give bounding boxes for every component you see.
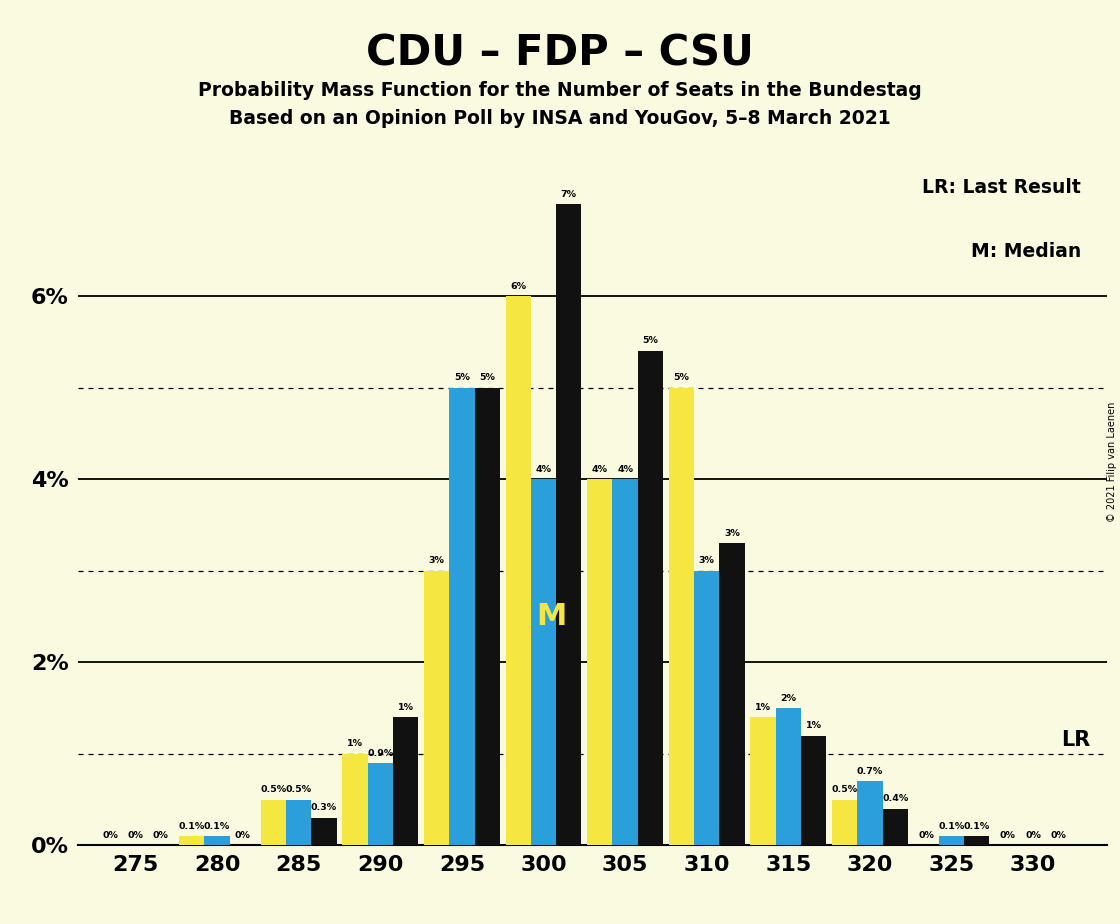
- Bar: [449, 387, 475, 845]
- Text: 1%: 1%: [805, 721, 822, 730]
- Bar: [613, 480, 637, 845]
- Text: 1%: 1%: [347, 739, 363, 748]
- Text: 0.1%: 0.1%: [939, 821, 964, 831]
- Text: Probability Mass Function for the Number of Seats in the Bundestag: Probability Mass Function for the Number…: [198, 81, 922, 101]
- Text: LR: LR: [1061, 730, 1090, 750]
- Bar: [205, 836, 230, 845]
- Text: 0%: 0%: [918, 831, 934, 840]
- Bar: [179, 836, 205, 845]
- Text: 0.1%: 0.1%: [204, 821, 231, 831]
- Bar: [832, 799, 857, 845]
- Text: 0.1%: 0.1%: [179, 821, 205, 831]
- Bar: [311, 818, 337, 845]
- Text: 4%: 4%: [591, 465, 608, 474]
- Text: 4%: 4%: [617, 465, 633, 474]
- Text: 3%: 3%: [699, 556, 715, 565]
- Text: 0.5%: 0.5%: [831, 785, 858, 795]
- Text: 5%: 5%: [454, 373, 470, 383]
- Bar: [776, 708, 801, 845]
- Bar: [475, 387, 500, 845]
- Text: 0.5%: 0.5%: [286, 785, 311, 795]
- Text: 3%: 3%: [429, 556, 445, 565]
- Bar: [531, 480, 557, 845]
- Text: 5%: 5%: [673, 373, 690, 383]
- Bar: [801, 736, 827, 845]
- Text: 0%: 0%: [1051, 831, 1066, 840]
- Text: 0.9%: 0.9%: [367, 748, 393, 758]
- Text: 7%: 7%: [561, 190, 577, 199]
- Bar: [557, 204, 581, 845]
- Text: 0%: 0%: [234, 831, 251, 840]
- Text: 0.5%: 0.5%: [260, 785, 287, 795]
- Text: 0.1%: 0.1%: [963, 821, 990, 831]
- Bar: [883, 808, 908, 845]
- Text: LR: Last Result: LR: Last Result: [922, 177, 1081, 197]
- Text: M: M: [536, 602, 567, 631]
- Text: 0.7%: 0.7%: [857, 767, 883, 776]
- Bar: [964, 836, 989, 845]
- Text: 3%: 3%: [724, 529, 740, 538]
- Text: 6%: 6%: [511, 282, 526, 290]
- Text: 0%: 0%: [152, 831, 169, 840]
- Text: 1%: 1%: [398, 703, 413, 711]
- Bar: [286, 799, 311, 845]
- Bar: [939, 836, 964, 845]
- Text: 5%: 5%: [643, 336, 659, 346]
- Bar: [750, 717, 776, 845]
- Bar: [505, 296, 531, 845]
- Bar: [587, 480, 613, 845]
- Text: 0%: 0%: [1025, 831, 1042, 840]
- Text: 0.4%: 0.4%: [883, 795, 908, 803]
- Bar: [669, 387, 694, 845]
- Text: 0.3%: 0.3%: [311, 804, 337, 812]
- Bar: [719, 543, 745, 845]
- Text: 0%: 0%: [128, 831, 143, 840]
- Bar: [694, 571, 719, 845]
- Bar: [424, 571, 449, 845]
- Text: M: Median: M: Median: [971, 242, 1081, 261]
- Bar: [857, 782, 883, 845]
- Bar: [261, 799, 286, 845]
- Text: 5%: 5%: [479, 373, 495, 383]
- Bar: [637, 351, 663, 845]
- Text: 4%: 4%: [535, 465, 551, 474]
- Text: 0%: 0%: [102, 831, 119, 840]
- Bar: [393, 717, 418, 845]
- Text: Based on an Opinion Poll by INSA and YouGov, 5–8 March 2021: Based on an Opinion Poll by INSA and You…: [230, 109, 890, 128]
- Text: CDU – FDP – CSU: CDU – FDP – CSU: [366, 32, 754, 74]
- Text: 1%: 1%: [755, 703, 771, 711]
- Text: 2%: 2%: [781, 694, 796, 702]
- Bar: [343, 754, 367, 845]
- Text: 0%: 0%: [1000, 831, 1016, 840]
- Bar: [367, 763, 393, 845]
- Text: © 2021 Filip van Laenen: © 2021 Filip van Laenen: [1108, 402, 1117, 522]
